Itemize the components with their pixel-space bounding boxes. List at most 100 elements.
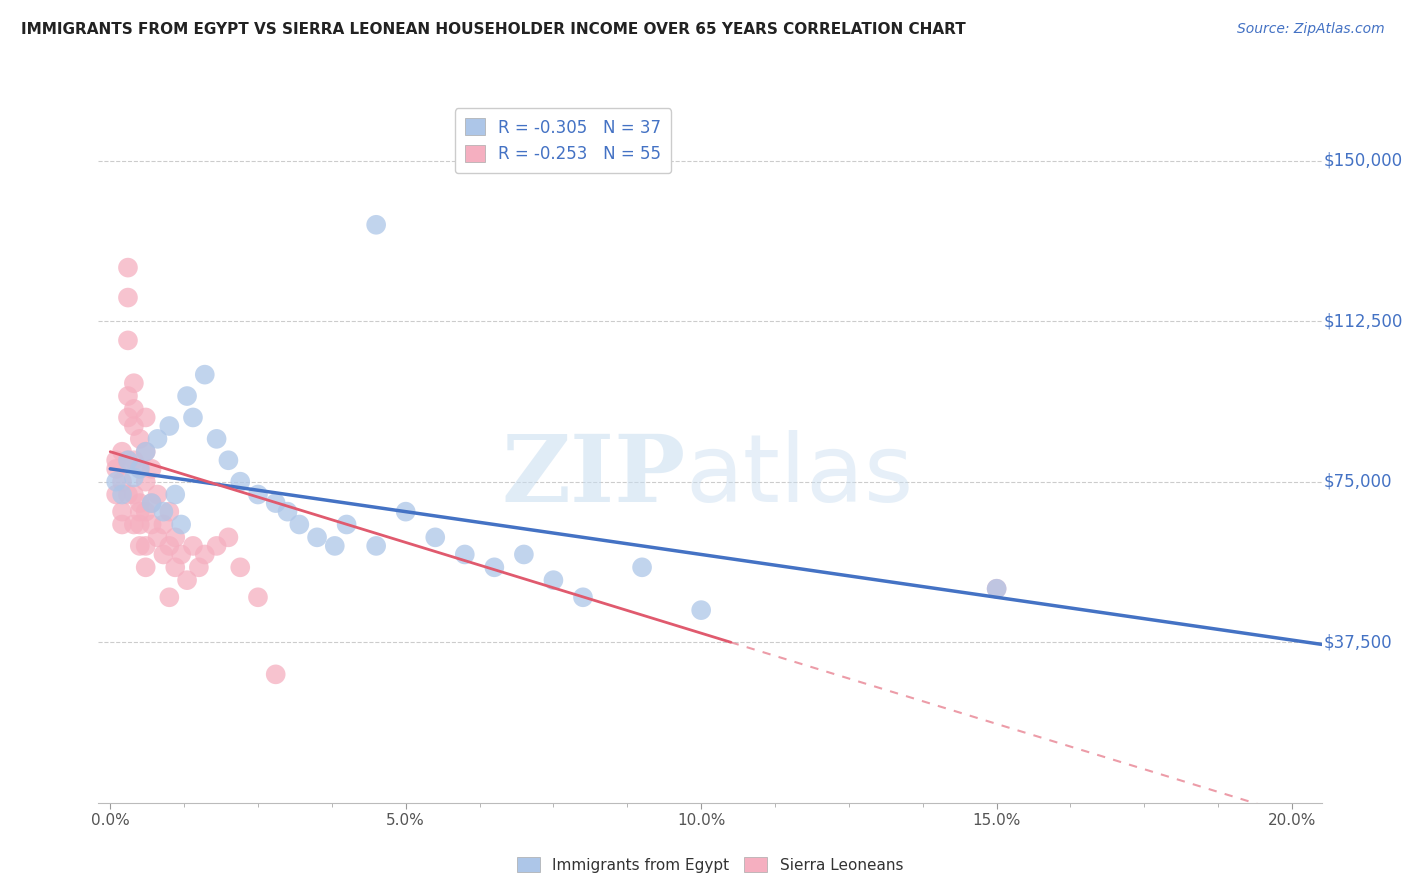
Point <box>117 291 139 305</box>
Point <box>105 462 128 476</box>
Text: ZIP: ZIP <box>502 431 686 521</box>
Point <box>205 432 228 446</box>
Point <box>323 539 346 553</box>
Point <box>135 539 157 553</box>
Point <box>135 560 157 574</box>
Point <box>135 444 157 458</box>
Point <box>157 591 180 605</box>
Point <box>135 505 157 519</box>
Point <box>543 573 565 587</box>
Point <box>276 505 298 519</box>
Point <box>246 487 269 501</box>
Text: atlas: atlas <box>686 430 914 522</box>
Point <box>122 419 145 434</box>
Point <box>181 410 204 425</box>
Point <box>105 475 128 489</box>
Text: Source: ZipAtlas.com: Source: ZipAtlas.com <box>1237 22 1385 37</box>
Point <box>122 453 145 467</box>
Point <box>128 539 150 553</box>
Point <box>165 530 187 544</box>
Point <box>111 487 134 501</box>
Point <box>425 530 447 544</box>
Legend: Immigrants from Egypt, Sierra Leoneans: Immigrants from Egypt, Sierra Leoneans <box>510 850 910 879</box>
Point <box>307 530 329 544</box>
Point <box>205 539 228 553</box>
Point <box>229 560 252 574</box>
Point <box>128 505 150 519</box>
Point <box>157 419 180 434</box>
Point <box>157 539 180 553</box>
Point <box>122 470 145 484</box>
Point <box>170 517 193 532</box>
Point <box>122 401 145 416</box>
Point <box>170 548 193 562</box>
Point <box>572 591 595 605</box>
Point <box>146 530 169 544</box>
Point <box>484 560 506 574</box>
Text: $37,500: $37,500 <box>1324 633 1393 651</box>
Point <box>631 560 654 574</box>
Point <box>128 432 150 446</box>
Point <box>986 582 1008 596</box>
Point <box>181 539 204 553</box>
Point <box>122 517 145 532</box>
Point <box>141 462 163 476</box>
Point <box>217 453 239 467</box>
Point <box>135 410 157 425</box>
Point <box>165 487 187 501</box>
Point <box>246 591 269 605</box>
Point <box>152 505 174 519</box>
Point <box>117 410 139 425</box>
Point <box>141 496 163 510</box>
Text: $75,000: $75,000 <box>1324 473 1392 491</box>
Point <box>264 496 287 510</box>
Point <box>513 548 536 562</box>
Text: IMMIGRANTS FROM EGYPT VS SIERRA LEONEAN HOUSEHOLDER INCOME OVER 65 YEARS CORRELA: IMMIGRANTS FROM EGYPT VS SIERRA LEONEAN … <box>21 22 966 37</box>
Text: $150,000: $150,000 <box>1324 152 1403 169</box>
Point <box>986 582 1008 596</box>
Point <box>128 517 150 532</box>
Point <box>217 530 239 544</box>
Point <box>152 517 174 532</box>
Point <box>176 389 198 403</box>
Point <box>146 432 169 446</box>
Point <box>229 475 252 489</box>
Point <box>105 487 128 501</box>
Point <box>111 505 134 519</box>
Point <box>105 453 128 467</box>
Point <box>117 389 139 403</box>
Point <box>288 517 311 532</box>
Point <box>366 218 388 232</box>
Point <box>146 487 169 501</box>
Point <box>194 548 217 562</box>
Point <box>122 376 145 391</box>
Point <box>176 573 198 587</box>
Point <box>152 548 174 562</box>
Point <box>117 453 139 467</box>
Point <box>690 603 713 617</box>
Point <box>111 517 134 532</box>
Point <box>336 517 359 532</box>
Point <box>141 517 163 532</box>
Point <box>194 368 217 382</box>
Point <box>366 539 388 553</box>
Point <box>454 548 477 562</box>
Point <box>117 487 139 501</box>
Point <box>117 260 139 275</box>
Text: $112,500: $112,500 <box>1324 312 1403 330</box>
Point <box>117 334 139 348</box>
Point <box>128 496 150 510</box>
Point <box>122 487 145 501</box>
Point <box>141 496 163 510</box>
Point <box>128 462 150 476</box>
Point <box>135 444 157 458</box>
Point <box>165 560 187 574</box>
Point <box>111 444 134 458</box>
Point <box>128 462 150 476</box>
Point <box>264 667 287 681</box>
Point <box>111 475 134 489</box>
Point <box>157 505 180 519</box>
Point <box>395 505 418 519</box>
Point <box>117 453 139 467</box>
Point <box>135 475 157 489</box>
